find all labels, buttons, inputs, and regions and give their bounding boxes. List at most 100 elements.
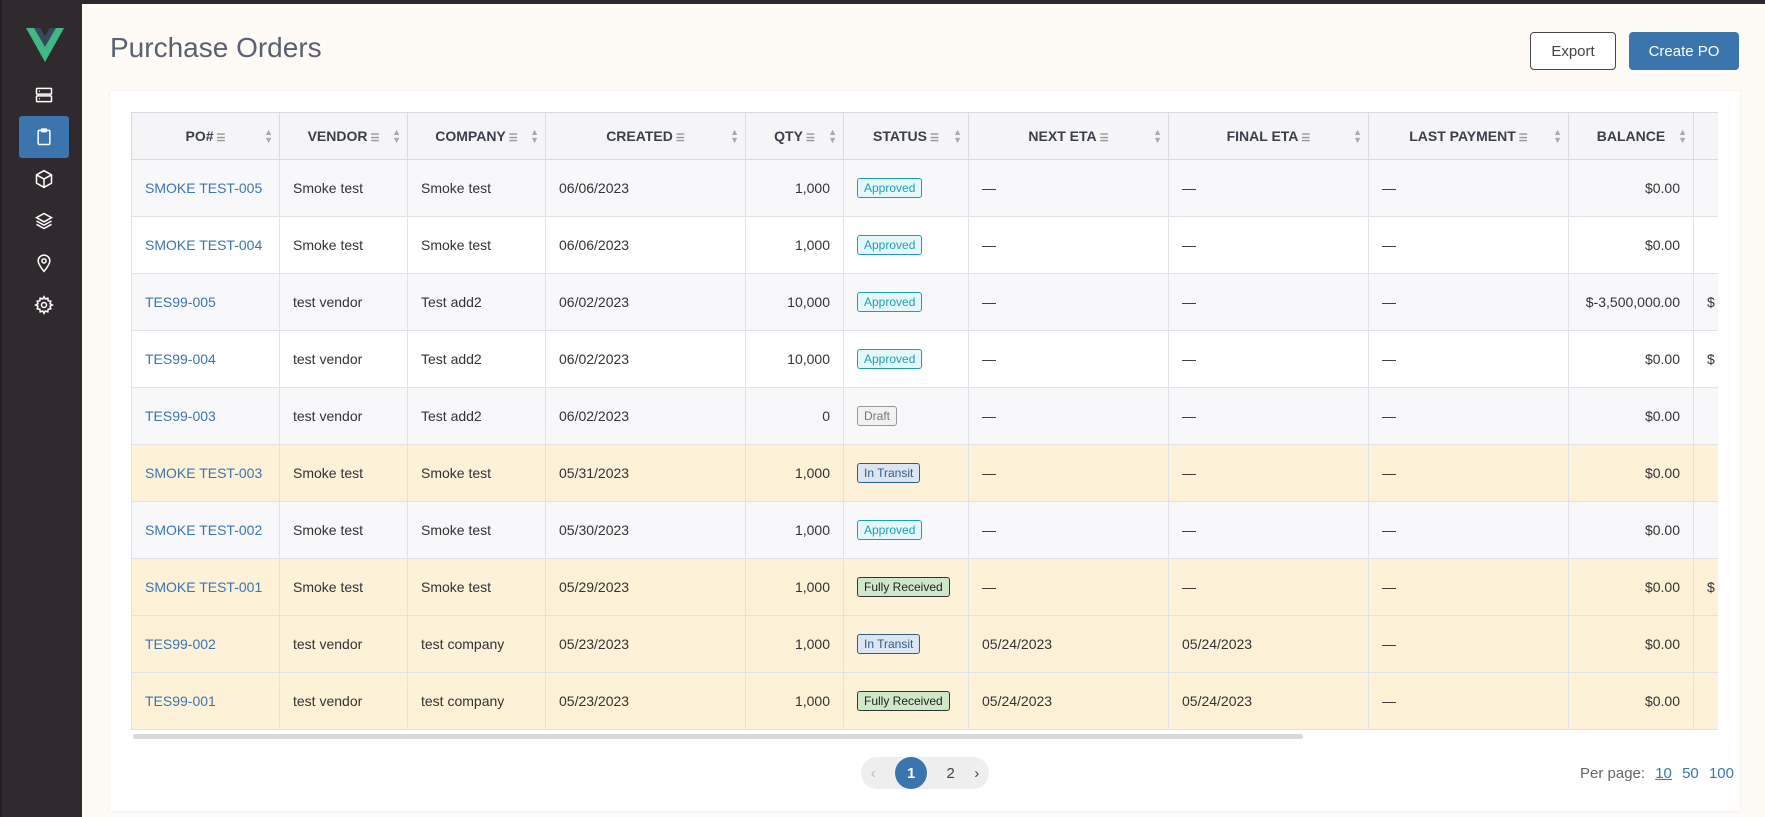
cell-vendor: Smoke test: [279, 444, 408, 502]
table-row[interactable]: SMOKE TEST-001 Smoke test Smoke test 05/29/…: [131, 558, 1718, 616]
per-page-option-100[interactable]: 100: [1708, 765, 1734, 782]
po-link[interactable]: SMOKE TEST-003: [145, 465, 263, 481]
table-row[interactable]: TES99-005 test vendor Test add2 06/02/2023 1…: [131, 273, 1718, 331]
column-header-balance[interactable]: BALANCE ▲ ▼: [1568, 112, 1694, 160]
po-link[interactable]: SMOKE TEST-005: [145, 180, 263, 196]
table-row[interactable]: SMOKE TEST-004 Smoke test Smoke test 06/06/…: [131, 216, 1718, 274]
sort-icon[interactable]: ▲ ▼: [828, 127, 837, 145]
column-header-company[interactable]: COMPANY ☰ ▲ ▼: [407, 112, 546, 160]
sort-icon[interactable]: ▲ ▼: [392, 127, 401, 145]
orders-card: PO# ☰ ▲ ▼ VENDOR ☰ ▲ ▼ COMPANY ☰ ▲ ▼ CREATED ☰ ▲ ▼ QTY ☰ ▲…: [110, 91, 1740, 811]
column-header-final-eta[interactable]: FINAL ETA ☰ ▲ ▼: [1168, 112, 1369, 160]
column-header-status[interactable]: STATUS ☰ ▲ ▼: [843, 112, 969, 160]
sort-icon[interactable]: ▲ ▼: [264, 127, 273, 145]
cell-qty: 1,000: [745, 501, 844, 559]
filter-icon[interactable]: ☰: [929, 133, 939, 144]
cell-created: 05/30/2023: [545, 501, 746, 559]
column-header-po[interactable]: PO# ☰ ▲ ▼: [131, 112, 280, 160]
cell-po: SMOKE TEST-002: [131, 501, 280, 559]
po-link[interactable]: SMOKE TEST-002: [145, 522, 263, 538]
cell-final-eta: 05/24/2023: [1168, 672, 1369, 730]
cell-created: 06/02/2023: [545, 330, 746, 388]
cell-qty: 1,000: [745, 615, 844, 673]
table-row[interactable]: TES99-003 test vendor Test add2 06/02/2023 0…: [131, 387, 1718, 445]
next-page-button[interactable]: ›: [974, 764, 980, 782]
column-header-last-payment[interactable]: LAST PAYMENT ☰ ▲ ▼: [1368, 112, 1569, 160]
filter-icon[interactable]: ☰: [370, 133, 380, 144]
table-row[interactable]: TES99-001 test vendor test company 05/23/20…: [131, 672, 1718, 730]
nav-item-locations[interactable]: [19, 242, 69, 284]
sort-icon[interactable]: ▲ ▼: [1553, 127, 1562, 145]
per-page-option-50[interactable]: 50: [1682, 765, 1699, 782]
table-row[interactable]: SMOKE TEST-003 Smoke test Smoke test 05/31/…: [131, 444, 1718, 502]
create-po-button[interactable]: Create PO: [1629, 32, 1739, 70]
page-button-1[interactable]: 1: [895, 757, 928, 789]
filter-icon[interactable]: ☰: [216, 133, 226, 144]
cell-final-eta: 05/24/2023: [1168, 615, 1369, 673]
nav-item-settings[interactable]: [19, 284, 69, 326]
sort-icon[interactable]: ▲ ▼: [730, 127, 739, 145]
column-header-next-eta[interactable]: NEXT ETA ☰ ▲ ▼: [968, 112, 1169, 160]
cell-next-eta: —: [968, 558, 1169, 616]
cell-extra: $: [1693, 558, 1718, 616]
page-button-2[interactable]: 2: [946, 764, 955, 782]
column-header-qty[interactable]: QTY ☰ ▲ ▼: [745, 112, 844, 160]
table-row[interactable]: TES99-002 test vendor test company 05/23/20…: [131, 615, 1718, 673]
cell-final-eta: —: [1168, 501, 1369, 559]
column-header-vendor[interactable]: VENDOR ☰ ▲ ▼: [279, 112, 408, 160]
page-title: Purchase Orders: [110, 32, 322, 63]
prev-page-button[interactable]: ‹: [870, 764, 876, 782]
cell-extra: [1693, 444, 1718, 502]
nav-item-server[interactable]: [19, 74, 69, 116]
sort-icon[interactable]: ▲ ▼: [530, 127, 539, 145]
po-link[interactable]: SMOKE TEST-004: [145, 237, 263, 253]
cell-extra: [1693, 615, 1718, 673]
cell-qty: 0: [745, 387, 844, 445]
sort-icon[interactable]: ▲ ▼: [1153, 127, 1162, 145]
nav-item-purchase-orders[interactable]: [19, 116, 69, 158]
per-page-option-10[interactable]: 10: [1655, 765, 1672, 782]
cell-final-eta: —: [1168, 273, 1369, 331]
export-button[interactable]: Export: [1530, 32, 1616, 70]
cell-extra: [1693, 159, 1718, 217]
po-link[interactable]: TES99-003: [145, 408, 216, 424]
po-link[interactable]: SMOKE TEST-001: [145, 579, 263, 595]
column-header-extra[interactable]: G: [1693, 112, 1718, 160]
nav-item-products[interactable]: [19, 158, 69, 200]
table-row[interactable]: SMOKE TEST-005 Smoke test Smoke test 06/06/…: [131, 159, 1718, 217]
cell-po: SMOKE TEST-005: [131, 159, 280, 217]
cell-balance: $0.00: [1568, 558, 1694, 616]
cell-po: SMOKE TEST-001: [131, 558, 280, 616]
filter-icon[interactable]: ☰: [1099, 133, 1109, 144]
column-header-created[interactable]: CREATED ☰ ▲ ▼: [545, 112, 746, 160]
cell-extra: $: [1693, 273, 1718, 331]
nav-item-inventory[interactable]: [19, 200, 69, 242]
table-row[interactable]: TES99-004 test vendor Test add2 06/02/2023 1…: [131, 330, 1718, 388]
filter-icon[interactable]: ☰: [508, 133, 518, 144]
cell-qty: 1,000: [745, 444, 844, 502]
column-header-label: COMPANY: [435, 128, 506, 144]
cell-created: 05/23/2023: [545, 672, 746, 730]
po-link[interactable]: TES99-002: [145, 636, 216, 652]
filter-icon[interactable]: ☰: [1518, 133, 1528, 144]
horizontal-scrollbar[interactable]: [133, 734, 1303, 739]
po-link[interactable]: TES99-005: [145, 294, 216, 310]
sort-icon[interactable]: ▲ ▼: [1353, 127, 1362, 145]
cell-qty: 1,000: [745, 558, 844, 616]
filter-icon[interactable]: ☰: [675, 133, 685, 144]
vue-logo-icon[interactable]: [26, 28, 64, 62]
cell-created: 05/31/2023: [545, 444, 746, 502]
filter-icon[interactable]: ☰: [1301, 133, 1311, 144]
cell-created: 05/29/2023: [545, 558, 746, 616]
cell-vendor: test vendor: [279, 615, 408, 673]
orders-table-container[interactable]: PO# ☰ ▲ ▼ VENDOR ☰ ▲ ▼ COMPANY ☰ ▲ ▼ CREATED ☰ ▲ ▼ QTY ☰ ▲…: [131, 112, 1718, 732]
filter-icon[interactable]: ☰: [805, 133, 815, 144]
sort-icon[interactable]: ▲ ▼: [1678, 127, 1687, 145]
cell-po: SMOKE TEST-003: [131, 444, 280, 502]
cell-created: 05/23/2023: [545, 615, 746, 673]
sort-icon[interactable]: ▲ ▼: [953, 127, 962, 145]
table-row[interactable]: SMOKE TEST-002 Smoke test Smoke test 05/30/…: [131, 501, 1718, 559]
po-link[interactable]: TES99-004: [145, 351, 216, 367]
po-link[interactable]: TES99-001: [145, 693, 216, 709]
box-icon: [35, 169, 53, 189]
